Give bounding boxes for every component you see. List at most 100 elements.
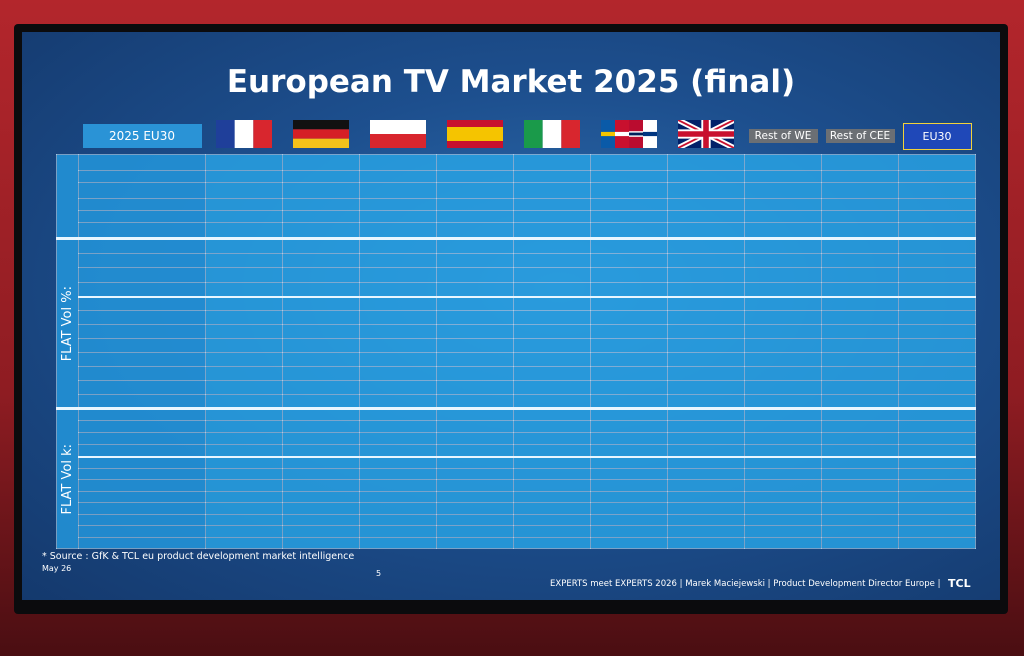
cell — [898, 479, 976, 492]
cell — [898, 394, 976, 409]
cell — [205, 513, 283, 526]
cell — [667, 420, 745, 433]
row-label — [78, 502, 206, 515]
row-label — [78, 444, 206, 457]
cell — [898, 467, 976, 480]
cell — [359, 420, 437, 433]
cell — [513, 310, 591, 325]
section-label: FLAT Vol k: — [60, 443, 75, 515]
cell — [821, 198, 899, 211]
cell — [513, 324, 591, 339]
table-row — [57, 170, 976, 183]
section-side: FLAT Vol %: — [56, 237, 79, 409]
table-row — [57, 295, 976, 311]
cell — [667, 252, 745, 268]
cell — [282, 432, 360, 445]
cell — [359, 479, 437, 492]
cell — [744, 222, 822, 239]
cell — [359, 525, 437, 538]
cell — [898, 536, 976, 549]
row-label — [78, 380, 206, 395]
cell — [513, 479, 591, 492]
cell — [205, 267, 283, 283]
cell — [667, 366, 745, 381]
section-label: FLAT Vol %: — [60, 285, 75, 362]
cell — [898, 513, 976, 526]
cell — [436, 490, 514, 503]
cell — [282, 267, 360, 283]
cell — [513, 154, 591, 171]
cell — [590, 444, 668, 457]
slide: European TV Market 2025 (final) 2025 EU3… — [22, 32, 1000, 600]
table-row — [57, 432, 976, 445]
cell — [205, 182, 283, 199]
cell — [821, 252, 899, 268]
cell — [436, 407, 514, 421]
cell — [667, 479, 745, 492]
cell — [667, 267, 745, 283]
cell — [436, 222, 514, 239]
cell — [744, 267, 822, 283]
cell — [590, 295, 668, 311]
cell — [821, 310, 899, 325]
cell — [667, 432, 745, 445]
cell — [898, 324, 976, 339]
cell — [282, 198, 360, 211]
cell — [513, 210, 591, 223]
cell — [205, 324, 283, 339]
column-header: Rest of CEE — [822, 118, 899, 155]
cell — [821, 338, 899, 353]
cell — [436, 170, 514, 183]
cell — [282, 182, 360, 199]
cell — [205, 281, 283, 297]
cell — [744, 182, 822, 199]
cell — [513, 170, 591, 183]
cell — [436, 380, 514, 395]
cell — [513, 182, 591, 199]
cell — [821, 210, 899, 223]
cell — [513, 490, 591, 503]
cell — [821, 366, 899, 381]
cell — [513, 338, 591, 353]
cell — [282, 222, 360, 239]
cell — [898, 444, 976, 457]
cell — [282, 525, 360, 538]
cell — [744, 394, 822, 409]
cell — [436, 310, 514, 325]
table-row: FLAT Vol k: — [56, 407, 976, 549]
cell — [205, 467, 283, 480]
cell — [436, 154, 514, 171]
header-corner: 2025 EU30 — [79, 118, 206, 155]
row-label — [78, 338, 206, 353]
cell — [590, 490, 668, 503]
cell — [744, 525, 822, 538]
cell — [744, 310, 822, 325]
cell — [898, 222, 976, 239]
cell — [744, 198, 822, 211]
cell — [282, 252, 360, 268]
cell — [821, 267, 899, 283]
cell — [436, 281, 514, 297]
cell — [359, 198, 437, 211]
cell — [821, 420, 899, 433]
cell — [282, 455, 360, 469]
cell — [898, 525, 976, 538]
cell — [590, 380, 668, 395]
cell — [744, 432, 822, 445]
cell — [744, 502, 822, 515]
cell — [513, 237, 591, 254]
cell — [436, 182, 514, 199]
cell — [436, 444, 514, 457]
cell — [205, 444, 283, 457]
flag-spain — [437, 118, 514, 155]
cell — [590, 432, 668, 445]
cell — [513, 352, 591, 367]
cell — [590, 525, 668, 538]
row-label — [78, 310, 206, 325]
cell — [282, 444, 360, 457]
cell — [205, 394, 283, 409]
cell — [513, 281, 591, 297]
cell — [436, 352, 514, 367]
row-label — [78, 490, 206, 503]
cell — [667, 525, 745, 538]
